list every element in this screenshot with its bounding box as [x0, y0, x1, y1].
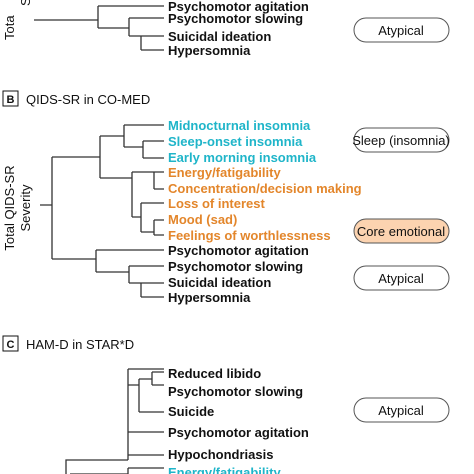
- panel-c: C HAM-D in STAR*D Reduced libido Psychom…: [2, 335, 450, 474]
- panel-a-atypical-badge: [353, 17, 450, 43]
- panel-a-item: Hypersomnia: [168, 43, 251, 58]
- panel-b-item-atypical: Hypersomnia: [168, 290, 251, 305]
- panel-b-sleep-badge: [353, 127, 450, 153]
- panel-b-tree: [40, 124, 164, 298]
- panel-c-letter-box: [2, 335, 19, 352]
- panel-c-item: Reduced libido: [168, 366, 261, 381]
- panel-b-item-core: Loss of interest: [168, 196, 265, 211]
- panel-b-letter: B: [7, 94, 15, 106]
- panel-a: Tota S Psychomotor agitation Psychomotor…: [2, 0, 450, 58]
- panel-b-atypical-badge: [353, 265, 450, 291]
- panel-b-item-core: Feelings of worthlessness: [168, 228, 331, 243]
- panel-b-axis-label-line1: Total QIDS-SR: [2, 165, 17, 250]
- panel-c-item: Suicide: [168, 404, 214, 419]
- panel-b-item-sleep: Midnocturnal insomnia: [168, 118, 311, 133]
- panel-b-item-sleep: Sleep-onset insomnia: [168, 134, 303, 149]
- panel-b-item-core: Concentration/decision making: [168, 181, 362, 196]
- panel-a-badge-label: Atypical: [378, 23, 424, 38]
- panel-a-tree: [34, 5, 164, 51]
- panel-b-item-atypical: Psychomotor agitation: [168, 243, 309, 258]
- panel-c-item: Energy/fatigability: [168, 465, 281, 474]
- panel-b-core-badge: [353, 218, 450, 244]
- panel-a-item: Psychomotor slowing: [168, 11, 303, 26]
- panel-b-item-atypical: Suicidal ideation: [168, 275, 271, 290]
- panel-a-item: Psychomotor agitation: [168, 0, 309, 14]
- panel-a-item: Suicidal ideation: [168, 29, 271, 44]
- panel-c-item: Psychomotor agitation: [168, 425, 309, 440]
- panel-c-title: HAM-D in STAR*D: [26, 337, 134, 352]
- panel-b-axis-label-line2: Severity: [18, 184, 33, 231]
- panel-a-axis-label: Tota: [2, 15, 17, 40]
- panel-b: B QIDS-SR in CO-MED Total QIDS-SR Severi…: [2, 90, 450, 305]
- panel-b-title: QIDS-SR in CO-MED: [26, 92, 150, 107]
- panel-b-item-core: Energy/fatigability: [168, 165, 281, 180]
- panel-a-axis-label-2: S: [18, 0, 33, 6]
- panel-b-letter-box: [2, 90, 19, 107]
- panel-b-item-atypical: Psychomotor slowing: [168, 259, 303, 274]
- panel-c-badge-label: Atypical: [378, 403, 424, 418]
- panel-c-tree: [65, 368, 164, 474]
- panel-c-item: Psychomotor slowing: [168, 384, 303, 399]
- panel-c-letter: C: [7, 339, 15, 351]
- panel-b-atypical-badge-label: Atypical: [378, 271, 424, 286]
- panel-b-core-badge-label: Core emotional: [357, 224, 445, 239]
- panel-b-item-sleep: Early morning insomnia: [168, 150, 317, 165]
- panel-c-atypical-badge: [353, 397, 450, 423]
- panel-b-sleep-badge-label: Sleep (insomnia): [352, 133, 450, 148]
- panel-c-item: Hypochondriasis: [168, 447, 273, 462]
- panel-b-item-core: Mood (sad): [168, 212, 237, 227]
